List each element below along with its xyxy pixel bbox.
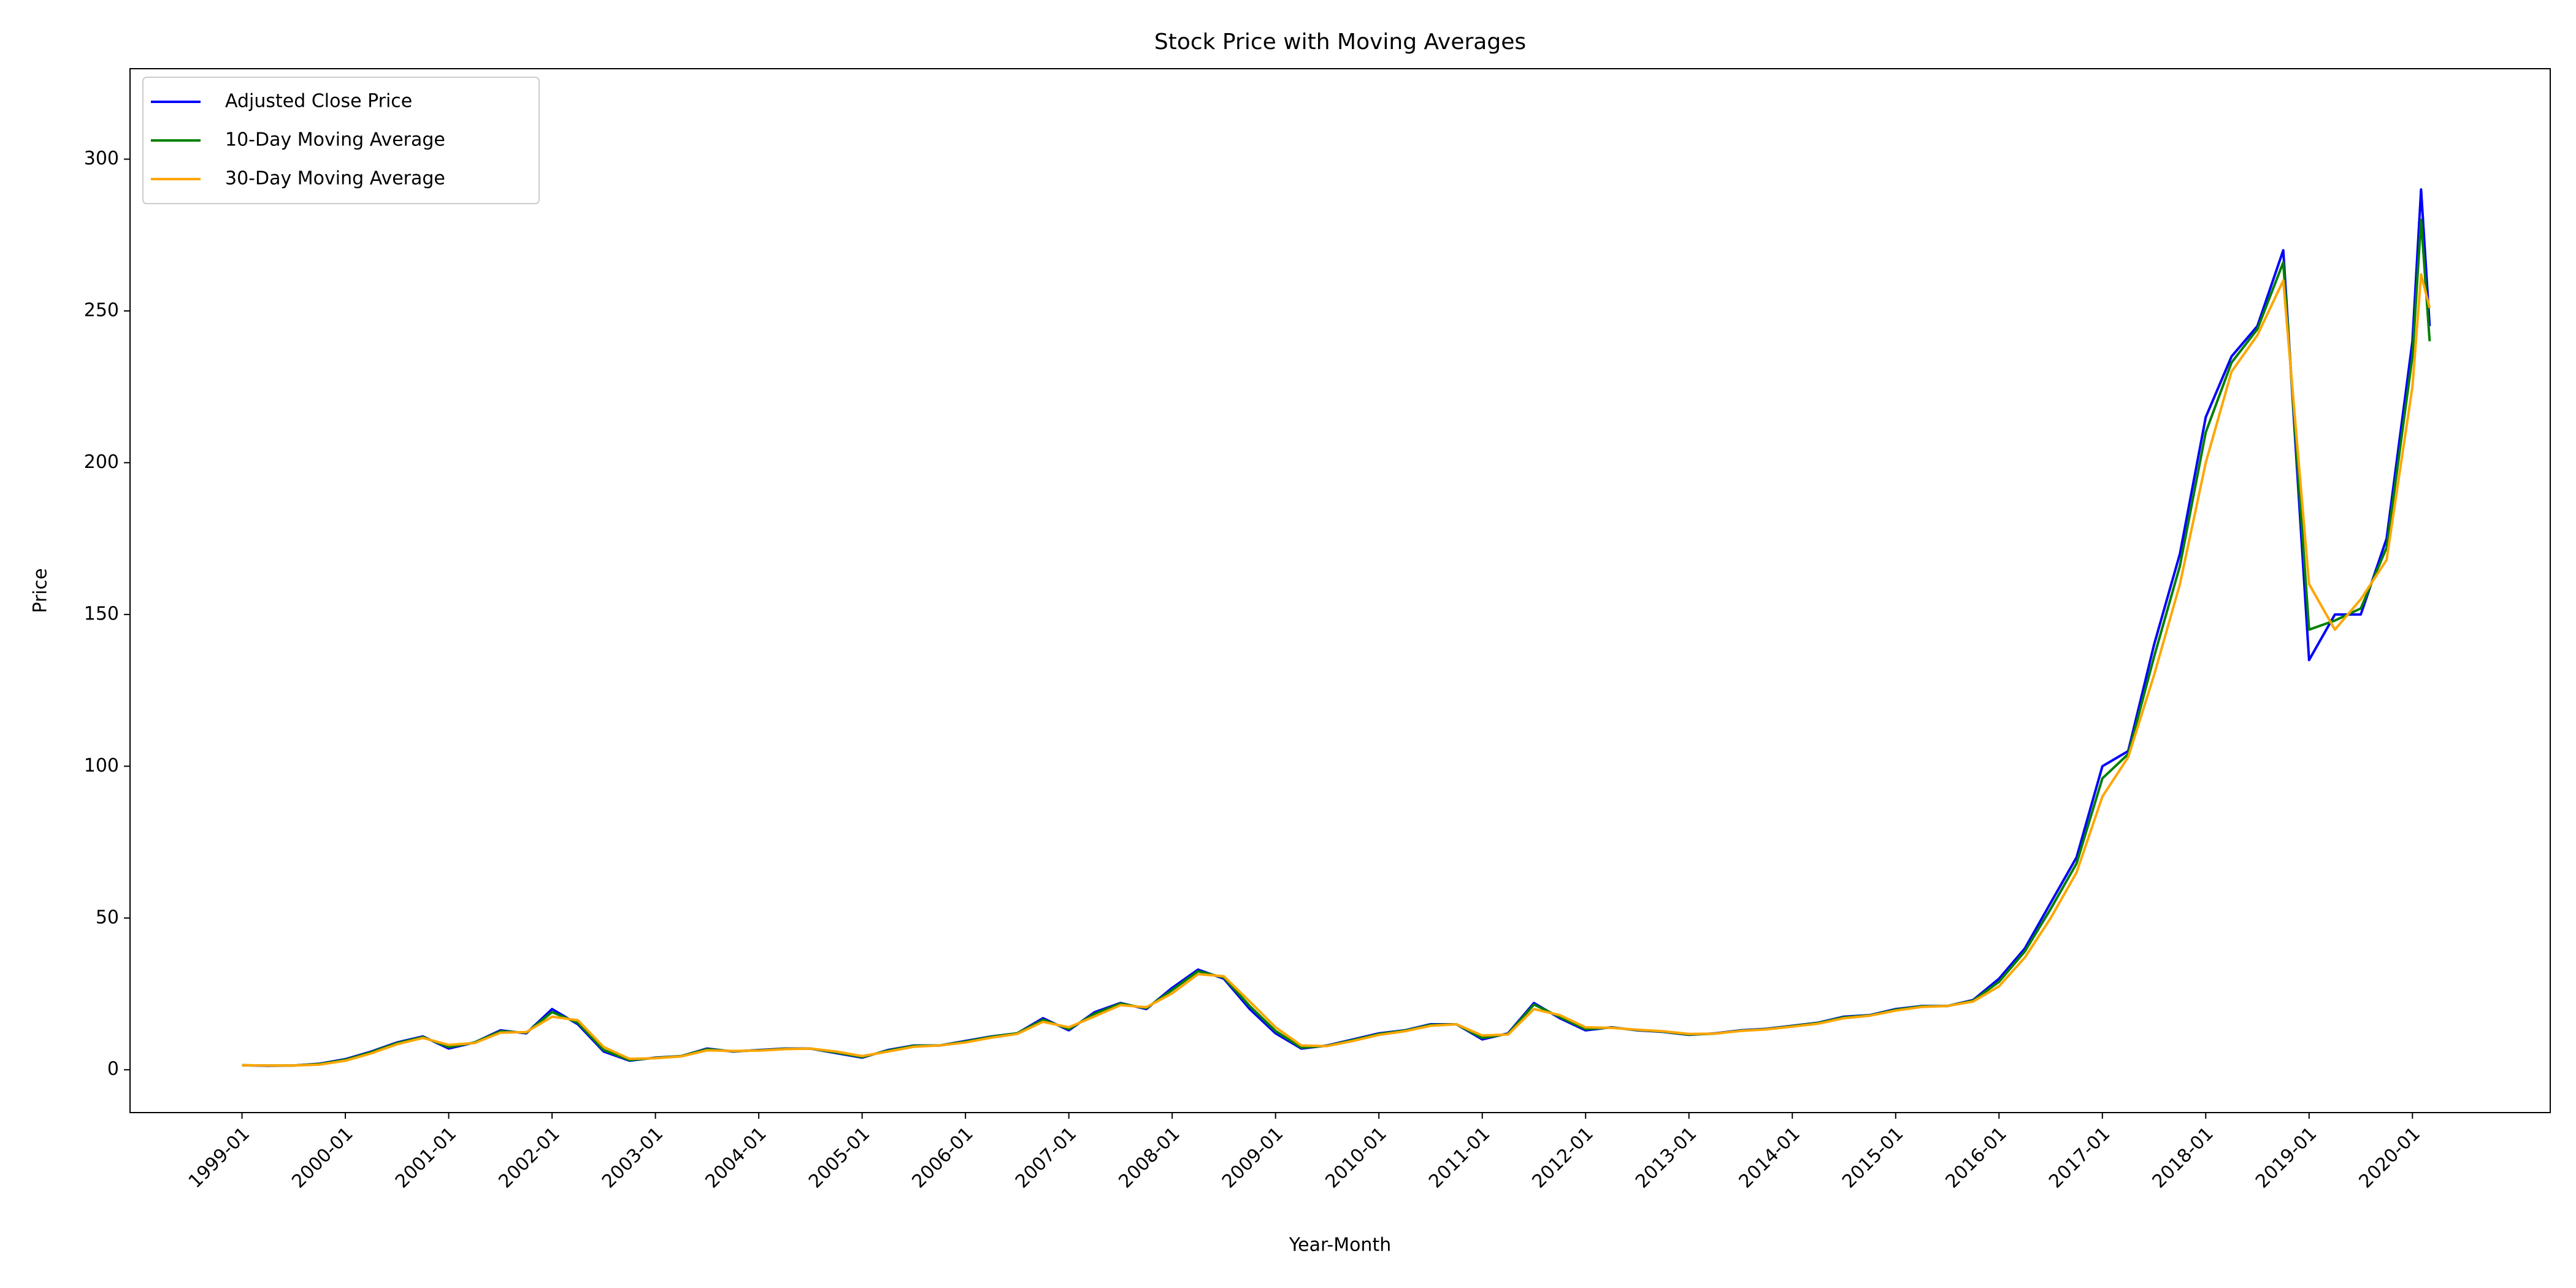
legend-label: 10-Day Moving Average	[225, 129, 445, 151]
chart-title: Stock Price with Moving Averages	[1154, 29, 1526, 55]
y-tick-label: 250	[84, 299, 119, 321]
y-tick-label: 100	[84, 755, 119, 776]
x-axis-label: Year-Month	[1289, 1235, 1391, 1256]
plot-frame	[129, 68, 2551, 1113]
y-tick-label: 150	[84, 603, 119, 624]
legend-label: 30-Day Moving Average	[225, 168, 445, 190]
legend-label: Adjusted Close Price	[225, 91, 412, 112]
y-tick-label: 200	[84, 451, 119, 473]
y-tick-label: 0	[107, 1059, 119, 1080]
y-tick-label: 50	[96, 907, 119, 928]
y-tick-label: 300	[84, 148, 119, 169]
legend-box	[142, 77, 540, 204]
series-line	[242, 273, 2431, 1067]
y-axis-label: Price	[30, 568, 52, 613]
